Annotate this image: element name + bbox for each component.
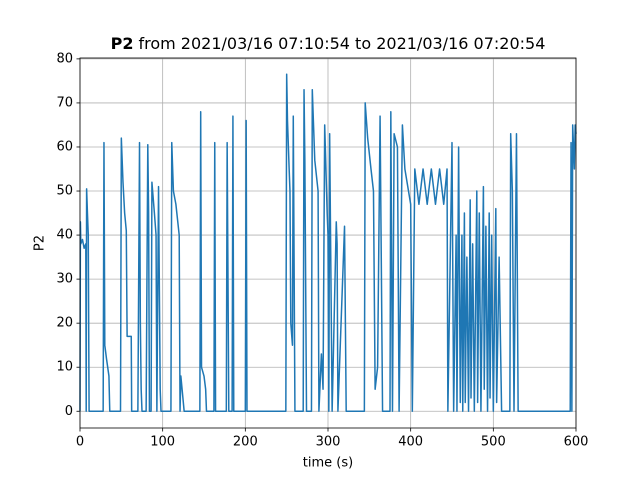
y-tick-label: 60: [56, 139, 73, 154]
axes-frame: [79, 57, 577, 429]
chart-title: P2 from 2021/03/16 07:10:54 to 2021/03/16…: [111, 34, 546, 53]
x-tick-label: 100: [150, 435, 175, 450]
x-tick-label: 500: [481, 435, 506, 450]
x-tick-label: 200: [233, 435, 258, 450]
y-tick-label: 30: [56, 272, 73, 287]
y-tick-label: 70: [56, 95, 73, 110]
x-tick-label: 300: [316, 435, 341, 450]
y-tick-label: 50: [56, 184, 73, 199]
data-line: [79, 73, 577, 413]
x-tick-label: 400: [398, 435, 423, 450]
x-axis-label: time (s): [303, 456, 353, 471]
title-bold: P2: [111, 34, 134, 53]
y-tick-label: 20: [56, 316, 73, 331]
x-tick-label: 600: [564, 435, 589, 450]
y-tick-label: 40: [56, 228, 73, 243]
y-tick-label: 0: [65, 404, 73, 419]
y-axis-label: P2: [33, 235, 48, 251]
title-rest: from 2021/03/16 07:10:54 to 2021/03/16 0…: [138, 34, 545, 53]
y-tick-label: 10: [56, 360, 73, 375]
x-tick-label: 0: [76, 435, 84, 450]
y-tick-label: 80: [56, 51, 73, 66]
